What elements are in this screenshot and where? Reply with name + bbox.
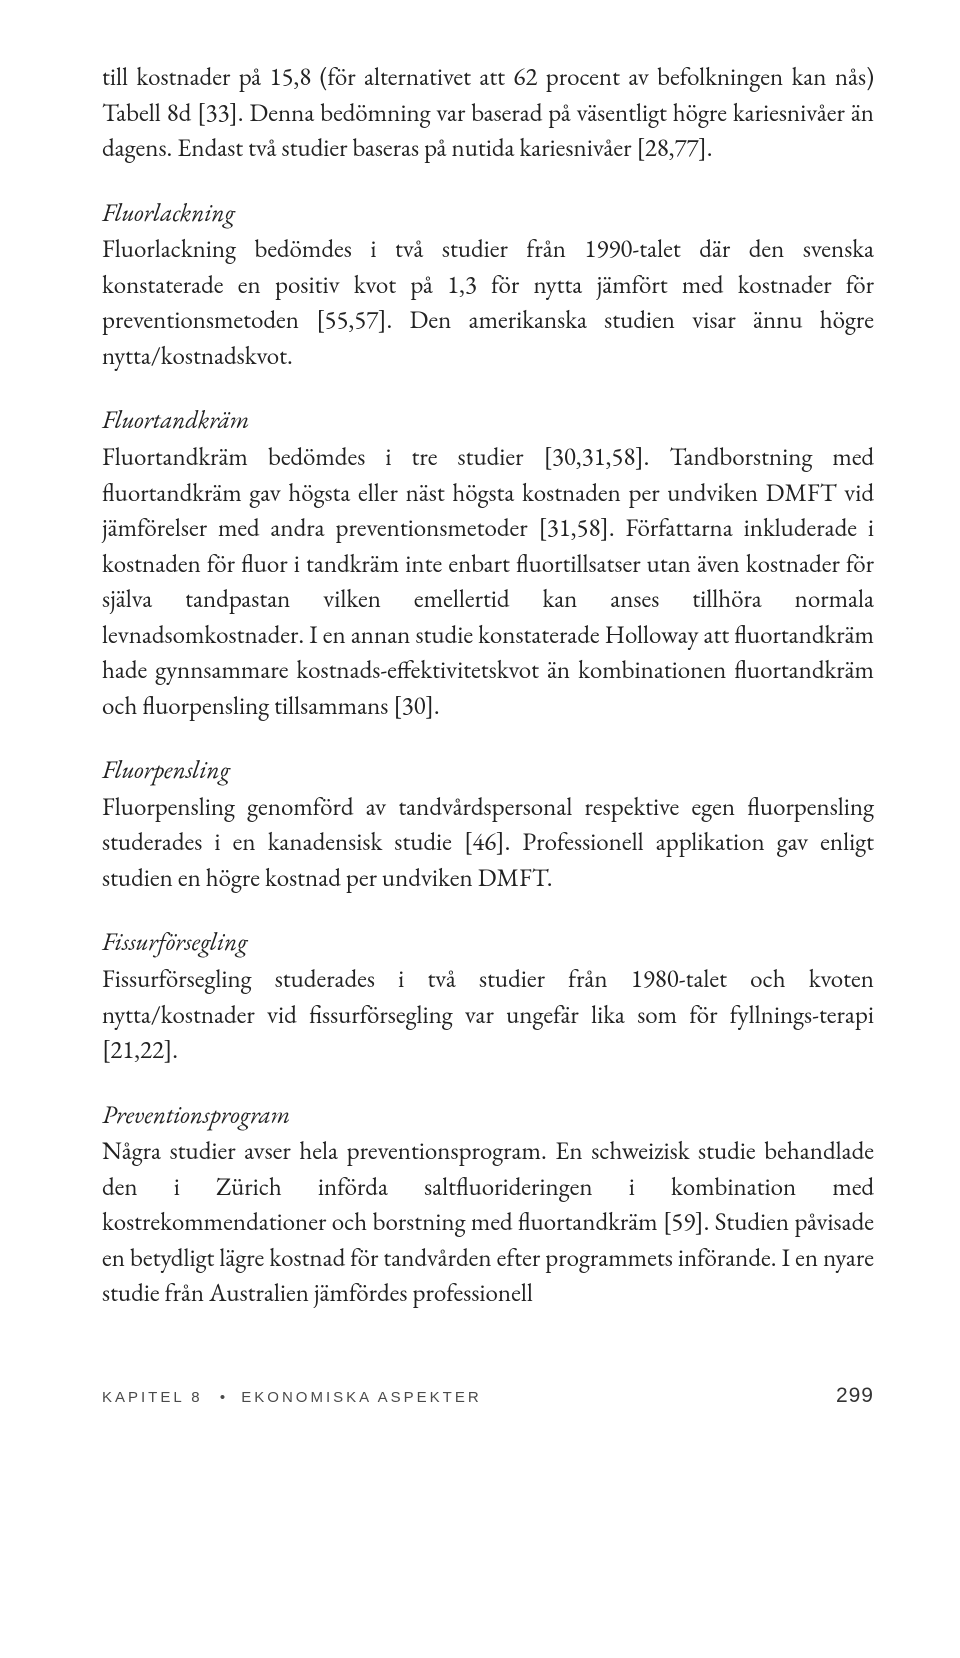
page-number: 299 bbox=[836, 1384, 874, 1408]
section-body-preventionsprogram: Några studier avser hela preventionsprog… bbox=[102, 1134, 874, 1312]
section-heading-fluorpensling: Fluorpensling bbox=[102, 754, 874, 788]
section-heading-fissurforsegling: Fissurförsegling bbox=[102, 926, 874, 960]
section-body-fluortandkram: Fluortandkräm bedömdes i tre studier [30… bbox=[102, 440, 874, 724]
page-footer: KAPITEL 8 • EKONOMISKA ASPEKTER 299 bbox=[102, 1384, 874, 1408]
footer-chapter: KAPITEL 8 • EKONOMISKA ASPEKTER bbox=[102, 1389, 482, 1406]
section-body-fluorpensling: Fluorpensling genomförd av tandvårdspers… bbox=[102, 790, 874, 897]
intro-paragraph: till kostnader på 15,8 (för alternativet… bbox=[102, 60, 874, 167]
section-body-fissurforsegling: Fissurförsegling studerades i två studie… bbox=[102, 962, 874, 1069]
footer-bullet-icon: • bbox=[220, 1389, 228, 1406]
footer-chapter-label: KAPITEL 8 bbox=[102, 1389, 203, 1406]
section-heading-fluorlackning: Fluorlackning bbox=[102, 197, 874, 231]
section-body-fluorlackning: Fluorlackning bedömdes i två studier frå… bbox=[102, 232, 874, 374]
section-heading-fluortandkram: Fluortandkräm bbox=[102, 404, 874, 438]
section-heading-preventionsprogram: Preventionsprogram bbox=[102, 1099, 874, 1133]
footer-chapter-title: EKONOMISKA ASPEKTER bbox=[241, 1389, 481, 1406]
